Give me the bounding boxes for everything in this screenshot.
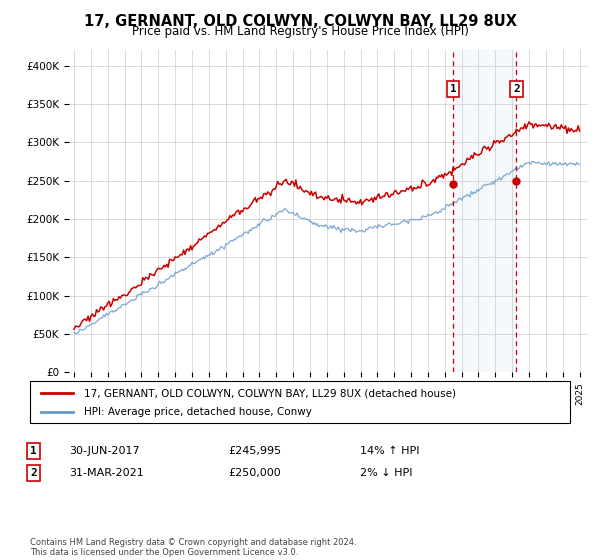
Bar: [453, 50, 517, 372]
Text: 2% ↓ HPI: 2% ↓ HPI: [360, 468, 413, 478]
Text: 31-MAR-2021: 31-MAR-2021: [69, 468, 144, 478]
Text: HPI: Average price, detached house, Conwy: HPI: Average price, detached house, Conw…: [84, 407, 312, 417]
Text: 14% ↑ HPI: 14% ↑ HPI: [360, 446, 419, 456]
Text: £250,000: £250,000: [228, 468, 281, 478]
Text: 17, GERNANT, OLD COLWYN, COLWYN BAY, LL29 8UX: 17, GERNANT, OLD COLWYN, COLWYN BAY, LL2…: [83, 14, 517, 29]
Text: 30-JUN-2017: 30-JUN-2017: [69, 446, 140, 456]
Text: Price paid vs. HM Land Registry's House Price Index (HPI): Price paid vs. HM Land Registry's House …: [131, 25, 469, 38]
Text: 17, GERNANT, OLD COLWYN, COLWYN BAY, LL29 8UX (detached house): 17, GERNANT, OLD COLWYN, COLWYN BAY, LL2…: [84, 389, 456, 398]
Text: 1: 1: [30, 446, 37, 456]
Text: 1: 1: [450, 84, 457, 94]
Text: £245,995: £245,995: [228, 446, 281, 456]
FancyBboxPatch shape: [30, 381, 570, 423]
Text: Contains HM Land Registry data © Crown copyright and database right 2024.
This d: Contains HM Land Registry data © Crown c…: [30, 538, 356, 557]
Text: 2: 2: [513, 84, 520, 94]
Text: 2: 2: [30, 468, 37, 478]
